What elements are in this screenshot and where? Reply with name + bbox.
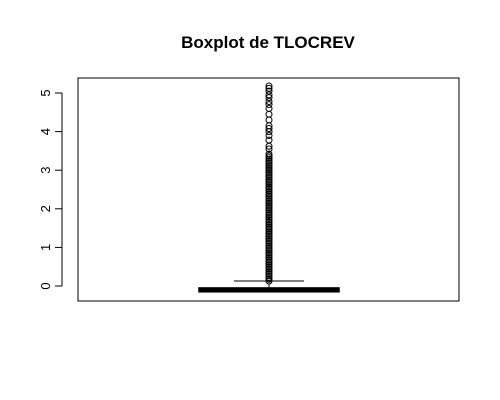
outlier-point — [265, 87, 273, 95]
y-tick-label: 0 — [38, 282, 53, 289]
y-tick-label: 5 — [38, 89, 53, 96]
outlier-point — [265, 82, 273, 90]
outlier-point — [265, 91, 273, 99]
y-tick-label: 1 — [38, 244, 53, 251]
y-axis-ticks: 0 1 2 3 4 5 — [38, 89, 62, 290]
outlier-point — [265, 110, 273, 118]
outlier-point — [265, 97, 273, 105]
outlier-points — [265, 82, 273, 285]
y-tick-label: 3 — [38, 167, 53, 174]
chart-title: Boxplot de TLOCREV — [181, 33, 355, 52]
outlier-point — [265, 136, 273, 144]
outlier-point — [265, 150, 273, 158]
outlier-point — [265, 145, 273, 153]
outlier-point — [265, 84, 273, 92]
outlier-point — [265, 125, 273, 133]
outlier-point — [265, 116, 273, 124]
outlier-point — [265, 94, 273, 102]
plot-frame — [77, 77, 460, 302]
boxplot — [198, 280, 340, 293]
y-tick-label: 2 — [38, 205, 53, 212]
outlier-point — [265, 131, 273, 139]
outlier-point — [265, 101, 273, 109]
outlier-point — [265, 104, 273, 112]
y-tick-label: 4 — [38, 128, 53, 135]
